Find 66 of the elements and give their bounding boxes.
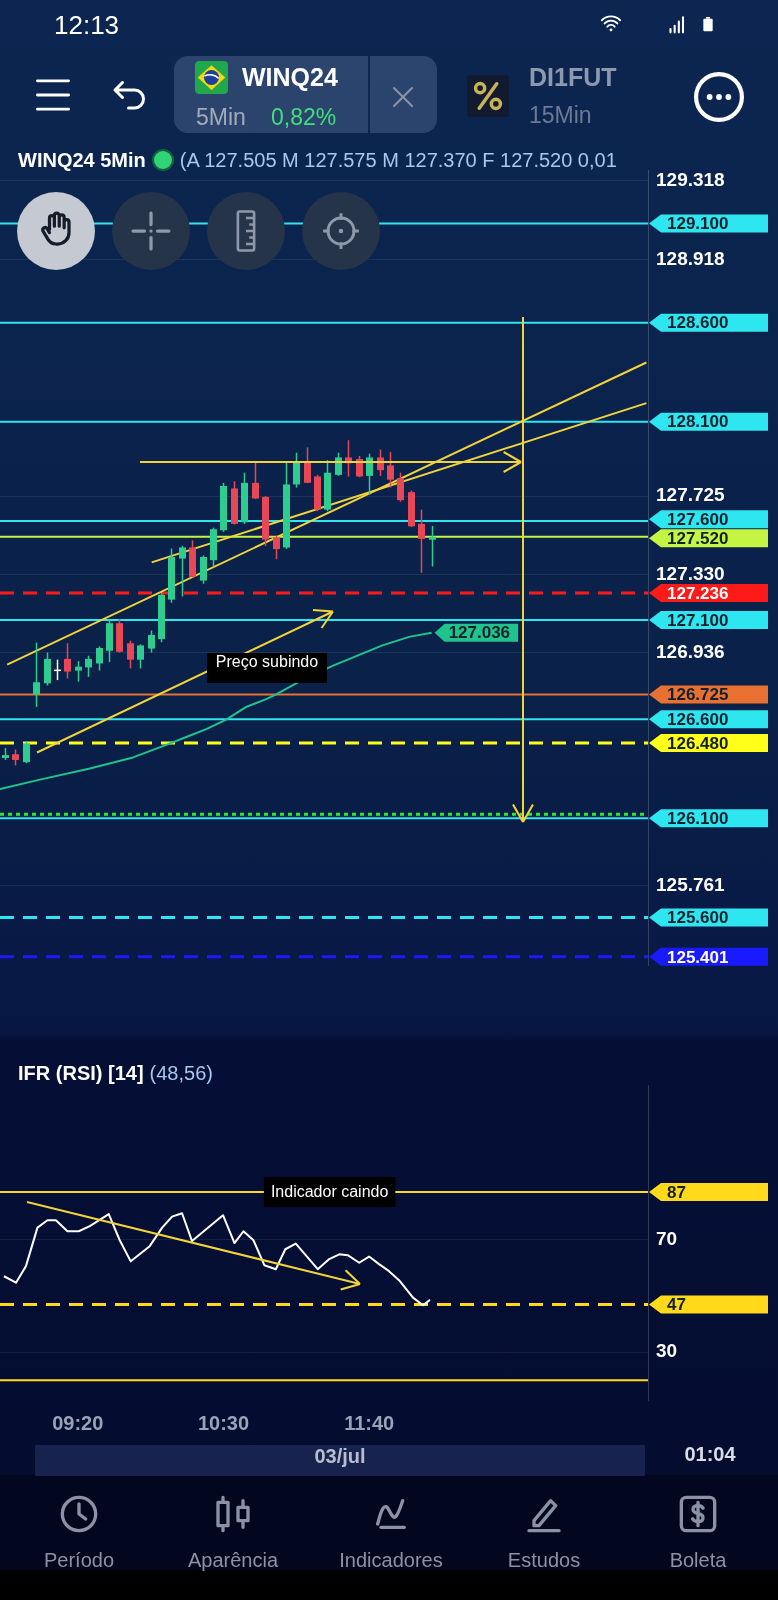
ref-line-label: 127.600 — [667, 510, 729, 530]
ref-line-label: 126.725 — [667, 685, 729, 705]
text: 5Min — [196, 103, 246, 132]
text: Período — [43, 1548, 115, 1573]
ref-line-label: 87 — [667, 1182, 686, 1202]
text: 12:13 — [54, 10, 120, 40]
y-tick-label: 126.936 — [656, 640, 725, 662]
ref-line-label: 129.100 — [667, 214, 729, 234]
text: DI1FUT — [529, 62, 617, 92]
ref-line-label: 127.520 — [667, 529, 729, 549]
candlestick — [429, 525, 436, 568]
candlestick — [397, 471, 404, 503]
date-bar: 03/jul — [35, 1445, 645, 1476]
text: Estudos — [507, 1548, 581, 1573]
candlestick — [137, 643, 144, 670]
candlestick — [75, 660, 82, 683]
candlestick — [85, 654, 92, 678]
text: 01:04 — [683, 1443, 737, 1467]
annotation: Preço subindo — [207, 653, 327, 683]
y-tick-label: 127.330 — [656, 562, 725, 584]
candlestick — [148, 629, 155, 654]
chart-title: IFR (RSI) [14] — [18, 1061, 144, 1085]
ref-line-label: 126.480 — [667, 733, 729, 753]
ref-line-label: 47 — [667, 1295, 686, 1315]
candlestick — [127, 639, 134, 670]
y-tick-label: 127.725 — [656, 484, 726, 506]
ref-line-label: 128.100 — [667, 412, 729, 432]
y-tick-label: 129.318 — [656, 168, 725, 190]
text: Indicadores — [339, 1548, 443, 1573]
ref-line-label: 126.600 — [667, 709, 729, 729]
chart-subtitle: (48,56) — [149, 1061, 213, 1085]
candlestick — [387, 451, 394, 489]
candlestick — [64, 642, 71, 680]
x-tick-label: 11:40 — [344, 1411, 395, 1434]
candlestick — [273, 535, 280, 560]
ref-line-label: 127.100 — [667, 610, 729, 630]
ref-line-label: 125.401 — [667, 947, 729, 967]
candlestick — [33, 641, 40, 708]
y-tick-label: 70 — [656, 1227, 678, 1249]
x-tick-label: 09:20 — [52, 1411, 104, 1434]
ref-line-label: 126.100 — [667, 808, 729, 828]
candlestick — [96, 645, 103, 672]
text: WINQ24 — [242, 62, 338, 92]
candlestick — [418, 508, 425, 574]
candlestick — [179, 545, 186, 598]
text: 15Min — [529, 101, 592, 130]
chart-title: WINQ24 5Min — [18, 148, 146, 172]
ref-line-label: 125.600 — [667, 908, 729, 928]
y-tick-label: 30 — [656, 1340, 678, 1362]
text: 0,82% — [271, 103, 337, 132]
candlestick — [293, 451, 300, 489]
text: Aparência — [187, 1548, 279, 1573]
candlestick — [304, 446, 311, 484]
candlestick — [23, 741, 30, 764]
chart-subtitle: (A 127.505 M 127.575 M 127.370 F 127.520 0,01 — [179, 148, 617, 172]
y-tick-label: 128.918 — [656, 247, 725, 269]
x-tick-label: 10:30 — [197, 1411, 250, 1434]
y-tick-label: 125.761 — [656, 873, 726, 895]
data-label: 127.036 — [448, 623, 511, 643]
candlestick — [366, 452, 373, 496]
annotation: Indicador caindo — [270, 1183, 389, 1201]
ref-line-label: 128.600 — [667, 313, 729, 333]
ref-line-label: 127.236 — [667, 583, 729, 603]
candlestick — [200, 554, 207, 585]
candlestick — [252, 461, 259, 500]
text: Boleta — [669, 1548, 727, 1573]
